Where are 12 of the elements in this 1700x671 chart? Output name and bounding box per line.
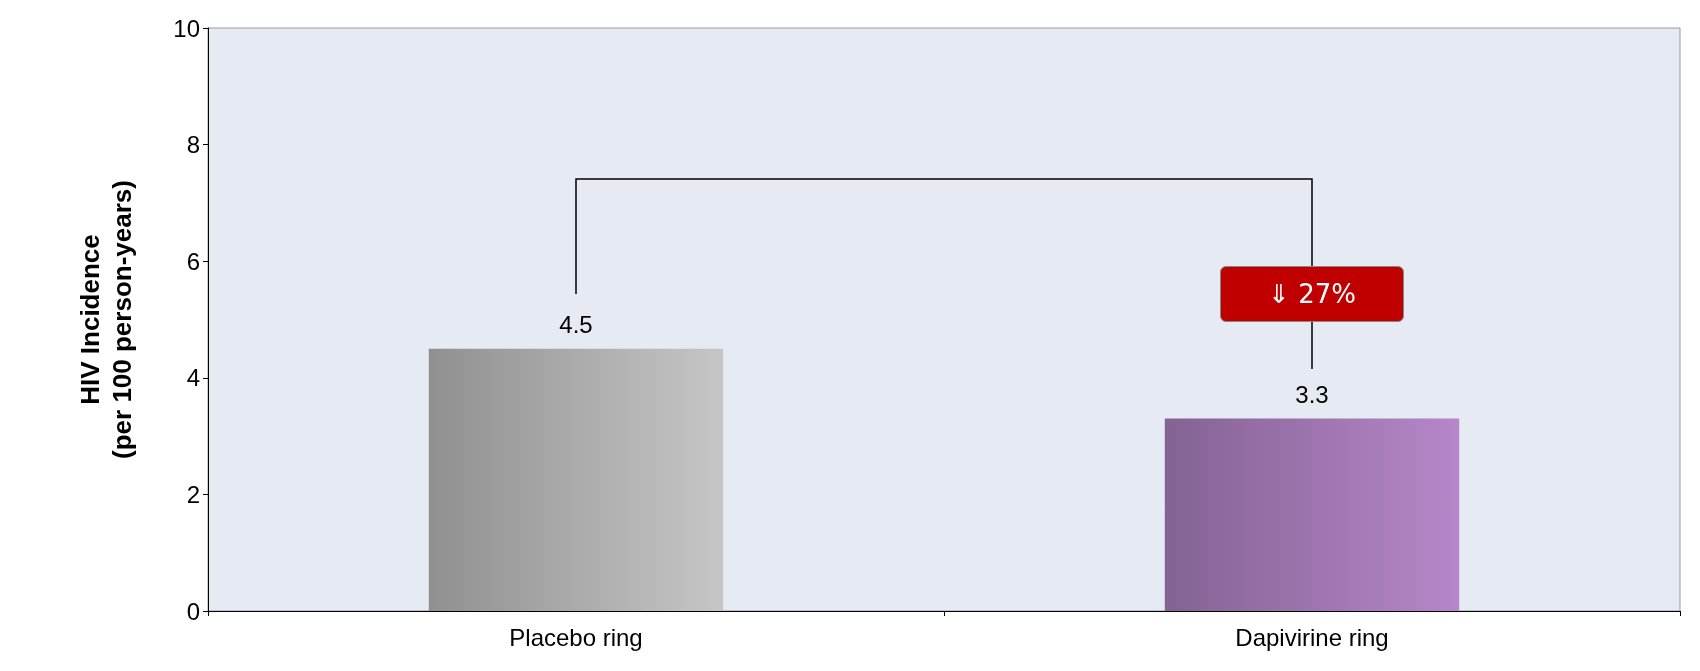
y-axis-title: HIV Incidence (per 100 person-years): [75, 180, 137, 459]
y-tick-label: 6: [186, 247, 200, 275]
y-tick-label: 10: [173, 14, 200, 42]
data-label: 3.3: [1295, 381, 1329, 409]
x-tick-label: Placebo ring: [509, 623, 643, 651]
x-tick-label: Dapivirine ring: [1235, 623, 1389, 651]
y-tick-label: 2: [186, 480, 200, 508]
data-label: 4.5: [559, 311, 593, 339]
y-tick-label: 8: [186, 131, 200, 159]
y-tick-label: 0: [186, 597, 200, 625]
y-tick-label: 4: [186, 364, 200, 392]
callout-box: ⇓ 27%: [1220, 265, 1404, 322]
